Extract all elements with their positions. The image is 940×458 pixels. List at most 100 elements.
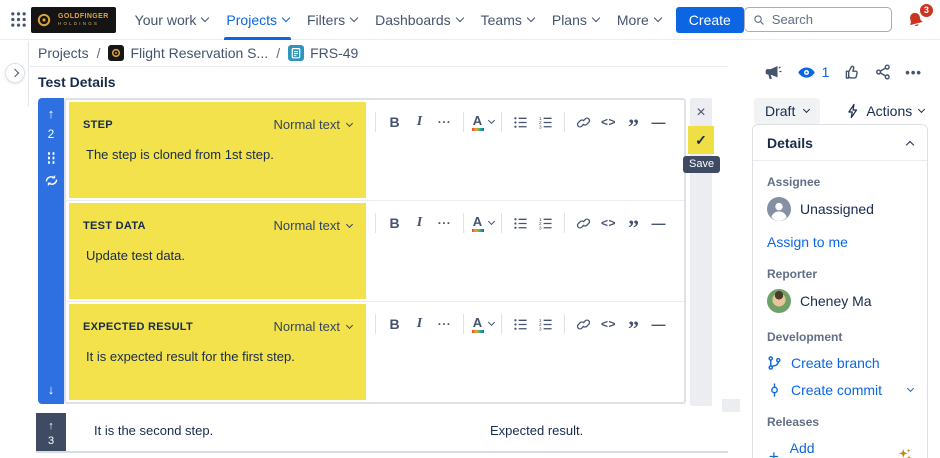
more-actions-icon[interactable]: ••• xyxy=(905,64,922,80)
notifications-bell-icon[interactable]: 3 xyxy=(905,2,934,31)
breadcrumb-projects-link[interactable]: Projects xyxy=(38,45,89,61)
nav-item-teams[interactable]: Teams xyxy=(472,0,543,40)
field-content[interactable]: The step is cloned from 1st step. xyxy=(86,147,274,162)
svg-text:3: 3 xyxy=(539,225,542,230)
nav-item-your-work[interactable]: Your work xyxy=(126,0,218,40)
expected-result-text[interactable]: Expected result. xyxy=(490,423,584,438)
quote-button[interactable]: ” xyxy=(628,113,639,139)
feedback-megaphone-icon[interactable] xyxy=(764,64,782,81)
italic-button[interactable]: I xyxy=(416,114,423,129)
app-switcher-icon[interactable] xyxy=(10,7,27,33)
company-logo[interactable]: GOLDFINGER HOLDINGS xyxy=(31,6,116,33)
assign-to-me-link[interactable]: Assign to me xyxy=(767,234,848,250)
nav-item-filters[interactable]: Filters xyxy=(298,0,366,40)
move-step-up-icon[interactable]: ↑ xyxy=(47,106,55,121)
toolbar-divider xyxy=(463,213,464,233)
quote-button[interactable]: ” xyxy=(628,315,639,341)
svg-text:3: 3 xyxy=(539,124,542,129)
drag-handle-icon[interactable] xyxy=(47,152,50,155)
text-style-dropdown[interactable]: Normal text xyxy=(274,117,354,132)
nav-item-plans[interactable]: Plans xyxy=(543,0,608,40)
divider-rule-button[interactable]: — xyxy=(651,114,666,130)
step-3-handle[interactable]: ↑ 3 xyxy=(36,413,66,453)
breadcrumb-project-link[interactable]: Flight Reservation S... xyxy=(108,45,268,61)
watch-control[interactable]: 1 xyxy=(797,64,830,80)
toolbar-divider xyxy=(463,314,464,334)
add-deployment-link[interactable]: + Add deployment xyxy=(767,440,913,458)
bold-button[interactable]: B xyxy=(389,114,400,130)
code-button[interactable]: <> xyxy=(600,115,616,129)
git-commit-icon xyxy=(771,383,778,397)
create-branch-link[interactable]: Create branch xyxy=(767,355,913,371)
field-content[interactable]: It is expected result for the first step… xyxy=(86,349,295,364)
code-button[interactable]: <> xyxy=(600,317,616,331)
bold-button[interactable]: B xyxy=(389,316,400,332)
cancel-edit-button[interactable]: × xyxy=(696,104,706,121)
actions-dropdown[interactable]: Actions xyxy=(846,103,926,119)
nav-item-projects[interactable]: Projects xyxy=(217,0,298,40)
step-number: 3 xyxy=(47,434,55,447)
chevron-down-icon xyxy=(455,13,464,23)
scroll-track-stub xyxy=(722,399,740,412)
formatting-toolbar: B I ··· A 1 2 3 <> ” — xyxy=(369,109,671,139)
link-button[interactable] xyxy=(572,312,595,336)
create-commit-link[interactable]: Create commit xyxy=(767,382,915,398)
code-button[interactable]: <> xyxy=(600,216,616,230)
search-input[interactable] xyxy=(771,12,883,27)
next-step-row: ↑ 3 It is the second step. Expected resu… xyxy=(36,413,728,453)
step-number: 2 xyxy=(47,127,55,141)
step-3-summary[interactable]: It is the second step. Expected result. xyxy=(66,413,728,453)
italic-button[interactable]: I xyxy=(416,316,423,331)
text-style-dropdown[interactable]: Normal text xyxy=(274,319,354,334)
watchers-count: 1 xyxy=(821,64,830,80)
save-step-button[interactable]: ✓ xyxy=(688,126,714,154)
bullet-list-button[interactable] xyxy=(509,110,532,134)
chevron-down-icon xyxy=(345,220,354,228)
bullet-list-button[interactable] xyxy=(509,211,532,235)
expand-sidebar-button[interactable] xyxy=(5,63,25,83)
text-color-button[interactable]: A xyxy=(471,110,495,134)
bold-button[interactable]: B xyxy=(389,215,400,231)
details-header[interactable]: Details xyxy=(753,125,927,161)
like-thumbs-up-icon[interactable] xyxy=(844,64,860,80)
step-fields-box: STEP Normal text The step is cloned from… xyxy=(64,98,686,404)
more-formatting-button[interactable]: ··· xyxy=(437,216,452,230)
link-button[interactable] xyxy=(572,110,595,134)
reporter-label: Reporter xyxy=(767,267,818,281)
test-step-editor: ↑ 2 ↓ STEP Normal text The step is clone… xyxy=(38,98,721,406)
breadcrumb-issue-link[interactable]: FRS-49 xyxy=(288,45,358,61)
nav-item-more[interactable]: More xyxy=(608,0,670,40)
svg-text:2: 2 xyxy=(539,322,542,327)
bullet-list-button[interactable] xyxy=(509,312,532,336)
swap-steps-icon[interactable] xyxy=(44,173,59,193)
text-color-button[interactable]: A xyxy=(471,312,495,336)
more-formatting-button[interactable]: ··· xyxy=(437,317,452,331)
quote-button[interactable]: ” xyxy=(628,214,639,240)
divider-rule-button[interactable]: — xyxy=(651,215,666,231)
divider-rule-button[interactable]: — xyxy=(651,316,666,332)
chevron-down-icon xyxy=(201,13,210,23)
field-content[interactable]: Update test data. xyxy=(86,248,186,263)
reporter-value-row[interactable]: Cheney Ma xyxy=(767,289,913,313)
toolbar-divider xyxy=(375,213,376,233)
text-style-dropdown[interactable]: Normal text xyxy=(274,218,354,233)
global-search[interactable] xyxy=(743,7,892,32)
toolbar-divider xyxy=(375,112,376,132)
nav-item-dashboards[interactable]: Dashboards xyxy=(366,0,472,40)
move-step-down-icon[interactable]: ↓ xyxy=(47,382,55,397)
assignee-value-row[interactable]: Unassigned xyxy=(767,197,913,221)
status-dropdown[interactable]: Draft xyxy=(754,98,821,124)
more-formatting-button[interactable]: ··· xyxy=(437,115,452,129)
toolbar-divider xyxy=(375,314,376,334)
link-button[interactable] xyxy=(572,211,595,235)
italic-button[interactable]: I xyxy=(416,215,423,230)
assignee-label: Assignee xyxy=(767,175,821,189)
text-color-button[interactable]: A xyxy=(471,211,495,235)
step-text[interactable]: It is the second step. xyxy=(94,423,214,438)
create-button[interactable]: Create xyxy=(675,6,744,33)
share-icon[interactable] xyxy=(875,64,891,80)
svg-text:1: 1 xyxy=(539,317,542,322)
